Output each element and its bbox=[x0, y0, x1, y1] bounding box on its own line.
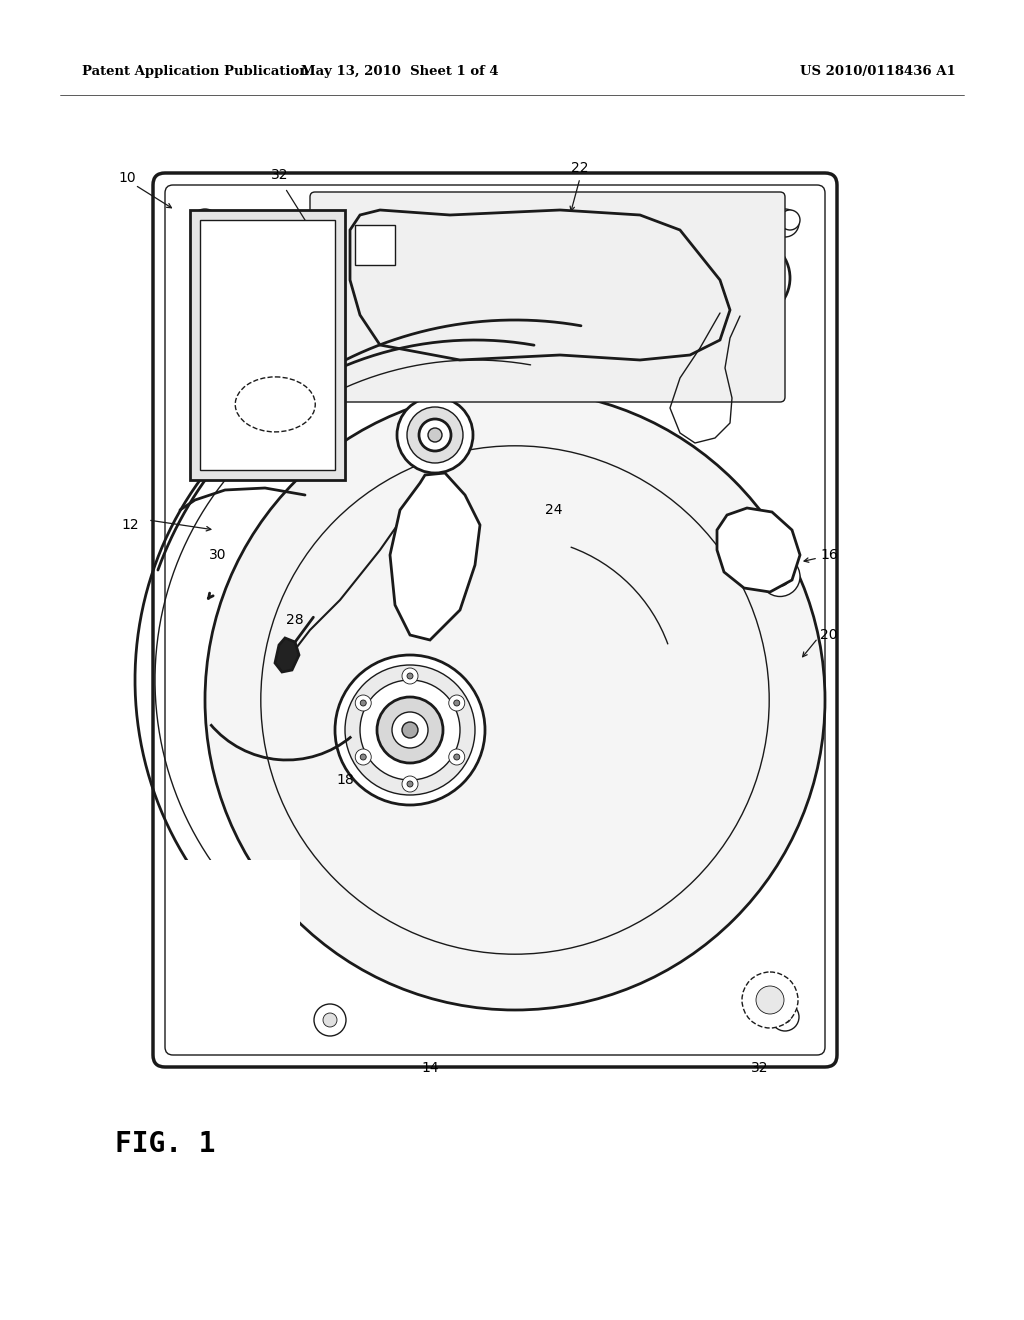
Circle shape bbox=[205, 389, 825, 1010]
FancyBboxPatch shape bbox=[355, 224, 395, 265]
Text: US 2010/0118436 A1: US 2010/0118436 A1 bbox=[800, 66, 955, 78]
FancyBboxPatch shape bbox=[200, 220, 335, 470]
FancyBboxPatch shape bbox=[190, 210, 345, 480]
Circle shape bbox=[199, 1011, 211, 1023]
Circle shape bbox=[402, 722, 418, 738]
Circle shape bbox=[780, 210, 800, 230]
Circle shape bbox=[377, 697, 443, 763]
Circle shape bbox=[720, 248, 780, 308]
Circle shape bbox=[345, 665, 475, 795]
Circle shape bbox=[419, 418, 451, 451]
Circle shape bbox=[449, 748, 465, 766]
Text: 24: 24 bbox=[545, 503, 562, 517]
Circle shape bbox=[454, 700, 460, 706]
Circle shape bbox=[261, 446, 769, 954]
Circle shape bbox=[191, 209, 219, 238]
Circle shape bbox=[779, 1011, 791, 1023]
Circle shape bbox=[757, 305, 773, 321]
Bar bbox=[170, 861, 300, 1049]
Text: 22: 22 bbox=[571, 161, 589, 176]
Circle shape bbox=[771, 209, 799, 238]
Circle shape bbox=[428, 428, 442, 442]
Text: 26: 26 bbox=[440, 593, 458, 607]
Text: May 13, 2010  Sheet 1 of 4: May 13, 2010 Sheet 1 of 4 bbox=[301, 66, 499, 78]
Ellipse shape bbox=[236, 378, 315, 432]
Text: 28: 28 bbox=[286, 612, 304, 627]
FancyBboxPatch shape bbox=[310, 191, 785, 403]
Circle shape bbox=[360, 754, 367, 760]
Polygon shape bbox=[390, 473, 480, 640]
Circle shape bbox=[392, 711, 428, 748]
Circle shape bbox=[199, 216, 211, 228]
Circle shape bbox=[191, 1003, 219, 1031]
Circle shape bbox=[740, 539, 784, 582]
Circle shape bbox=[435, 602, 450, 616]
Circle shape bbox=[355, 748, 372, 766]
Text: 12: 12 bbox=[121, 517, 139, 532]
Circle shape bbox=[746, 294, 783, 331]
Text: 16: 16 bbox=[820, 548, 838, 562]
Circle shape bbox=[407, 781, 413, 787]
Circle shape bbox=[402, 668, 418, 684]
Circle shape bbox=[752, 550, 772, 570]
Text: 18: 18 bbox=[336, 774, 354, 787]
FancyBboxPatch shape bbox=[153, 173, 837, 1067]
Circle shape bbox=[335, 655, 485, 805]
Text: 10: 10 bbox=[118, 172, 135, 185]
Circle shape bbox=[407, 407, 463, 463]
Text: 14: 14 bbox=[421, 1061, 439, 1074]
Text: 32: 32 bbox=[752, 1061, 769, 1074]
Text: 30: 30 bbox=[209, 548, 226, 562]
Circle shape bbox=[430, 574, 444, 587]
Circle shape bbox=[449, 696, 465, 711]
Circle shape bbox=[360, 680, 460, 780]
Circle shape bbox=[779, 216, 791, 228]
Circle shape bbox=[406, 220, 455, 271]
Polygon shape bbox=[275, 638, 299, 672]
Text: Patent Application Publication: Patent Application Publication bbox=[82, 66, 309, 78]
Circle shape bbox=[402, 776, 418, 792]
Circle shape bbox=[421, 517, 434, 532]
Circle shape bbox=[407, 673, 413, 678]
Circle shape bbox=[360, 700, 367, 706]
Circle shape bbox=[426, 546, 439, 560]
Text: 20: 20 bbox=[820, 628, 838, 642]
Circle shape bbox=[770, 566, 790, 586]
Circle shape bbox=[314, 1005, 346, 1036]
Circle shape bbox=[355, 696, 372, 711]
Text: FIG. 1: FIG. 1 bbox=[115, 1130, 215, 1158]
Circle shape bbox=[323, 1012, 337, 1027]
Circle shape bbox=[710, 238, 790, 318]
Circle shape bbox=[397, 397, 473, 473]
Circle shape bbox=[454, 754, 460, 760]
Circle shape bbox=[742, 271, 758, 286]
Circle shape bbox=[771, 1003, 799, 1031]
Circle shape bbox=[732, 260, 768, 296]
Circle shape bbox=[742, 972, 798, 1028]
Polygon shape bbox=[717, 508, 800, 591]
Circle shape bbox=[760, 557, 800, 597]
Circle shape bbox=[416, 231, 444, 259]
Text: 32: 32 bbox=[271, 168, 289, 182]
Circle shape bbox=[756, 986, 784, 1014]
